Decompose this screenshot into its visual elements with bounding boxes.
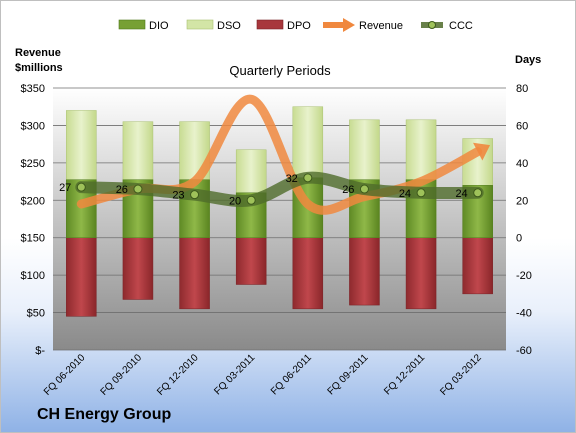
ccc-point — [303, 173, 313, 183]
dpo-bar — [349, 237, 380, 306]
ccc-data-label: 23 — [172, 190, 184, 202]
ccc-data-label: 32 — [286, 173, 298, 185]
ccc-point — [133, 184, 143, 194]
x-tick-label: FQ 09-2011 — [326, 352, 371, 397]
x-tick-label: FQ 03-2011 — [212, 352, 257, 397]
dpo-bar — [235, 237, 267, 285]
legend-swatch-marker — [428, 21, 436, 29]
legend-label: Revenue — [359, 20, 403, 32]
right-axis: -60 -40 -20 0 20 40 60 80 — [516, 83, 532, 357]
revenue-arrowhead — [473, 142, 491, 161]
x-tick-label: FQ 06-2011 — [269, 352, 314, 397]
x-tick-label: FQ 12-2011 — [382, 352, 427, 397]
ccc-point — [359, 184, 369, 194]
plot-area — [53, 88, 506, 350]
right-tick-label: 80 — [516, 83, 528, 95]
legend-swatch-arrowhead — [343, 18, 355, 32]
dpo-bar — [292, 237, 324, 310]
legend-swatch — [186, 19, 214, 30]
ccc-line — [75, 171, 484, 207]
ccc-data-label: 20 — [229, 195, 241, 207]
x-tick-label: FQ 09-2010 — [99, 352, 145, 398]
legend-swatch — [256, 19, 284, 30]
left-axis-label-line1: Revenue — [15, 47, 61, 59]
left-tick-label: $- — [35, 345, 45, 357]
ccc-data-label: 24 — [455, 188, 467, 200]
left-tick-label: $50 — [27, 308, 45, 320]
right-tick-label: -40 — [516, 308, 532, 320]
legend-label: DIO — [149, 20, 169, 32]
x-tick-label: FQ 06-2010 — [42, 352, 88, 398]
ccc-point — [416, 188, 426, 198]
dpo-bar — [462, 237, 493, 295]
legend-label: DPO — [287, 20, 311, 32]
x-tick-label: FQ 12-2010 — [155, 352, 201, 398]
right-tick-label: -20 — [516, 270, 532, 282]
company-name: CH Energy Group — [37, 406, 171, 423]
ccc-data-label: 26 — [342, 184, 354, 196]
legend: DIO DSO DPO Revenue CCC — [118, 18, 473, 32]
dpo-bar — [66, 237, 97, 317]
right-tick-label: 20 — [516, 195, 528, 207]
dpo-bar — [122, 237, 154, 300]
right-tick-label: 40 — [516, 158, 528, 170]
left-tick-label: $100 — [21, 270, 45, 282]
left-tick-label: $150 — [21, 233, 45, 245]
right-tick-label: -60 — [516, 345, 532, 357]
chart-title: Quarterly Periods — [229, 63, 331, 78]
left-axis-label-line2: $millions — [15, 62, 63, 74]
ccc-point — [473, 188, 483, 198]
right-tick-label: 0 — [516, 233, 522, 245]
left-tick-label: $200 — [21, 195, 45, 207]
ccc-point — [190, 190, 200, 200]
ccc-point — [246, 195, 256, 205]
x-tick-label: FQ 03-2012 — [438, 352, 484, 398]
right-axis-label: Days — [515, 54, 541, 66]
left-tick-label: $300 — [21, 120, 45, 132]
ccc-layer: 27 26 23 20 32 26 24 24 — [59, 171, 484, 207]
left-axis: $- $50 $100 $150 $200 $250 $300 $350 — [21, 83, 46, 357]
ccc-data-label: 26 — [116, 184, 128, 196]
legend-label: DSO — [217, 20, 241, 32]
legend-label: CCC — [449, 20, 473, 32]
left-tick-label: $250 — [21, 158, 45, 170]
dpo-bar — [405, 237, 437, 310]
dpo-bar — [179, 237, 210, 310]
left-tick-label: $350 — [21, 83, 45, 95]
right-tick-label: 60 — [516, 120, 528, 132]
ccc-data-label: 27 — [59, 182, 71, 194]
legend-swatch — [118, 19, 146, 30]
ccc-data-label: 24 — [399, 188, 411, 200]
ccc-point — [76, 182, 86, 192]
x-axis: FQ 06-2010 FQ 09-2010 FQ 12-2010 FQ 03-2011… — [42, 352, 484, 398]
